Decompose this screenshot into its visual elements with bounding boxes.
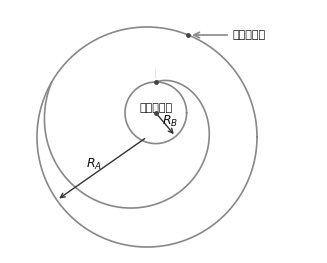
Text: 冷却剂出口: 冷却剂出口 <box>139 103 172 113</box>
Text: $R_A$: $R_A$ <box>86 156 102 172</box>
Text: 冷却剂入口: 冷却剂入口 <box>232 30 265 40</box>
Text: $R_B$: $R_B$ <box>162 114 178 129</box>
